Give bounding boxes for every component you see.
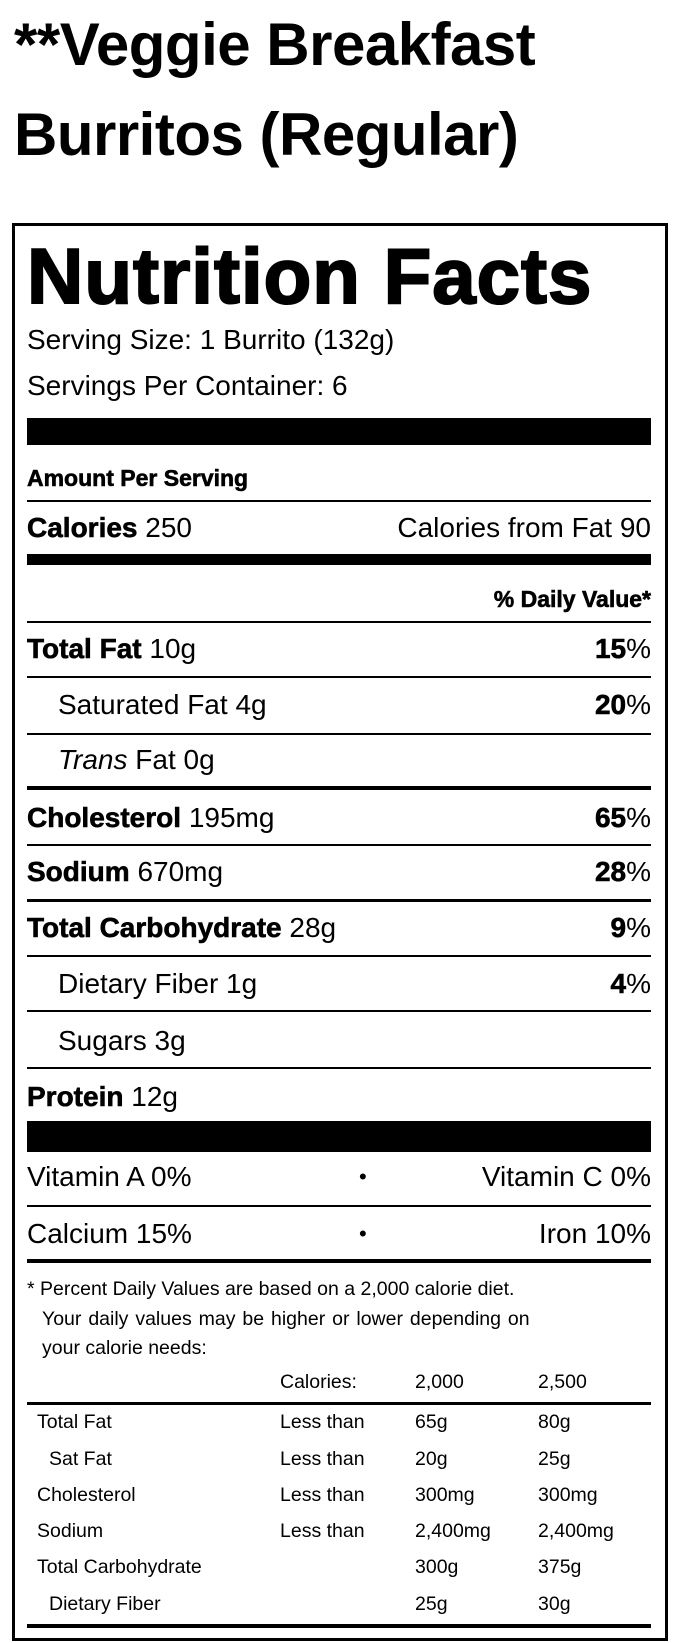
- vitamin-row: Calcium 15% • Iron 10%: [27, 1218, 651, 1249]
- vitamin-row: Vitamin A 0% • Vitamin C 0%: [27, 1161, 651, 1192]
- divider: [27, 676, 651, 678]
- divider: [27, 1205, 651, 1207]
- medium-divider: [27, 554, 651, 565]
- nutrient-daily-value: 9%: [610, 912, 651, 943]
- dv-table-cell: 25g: [415, 1593, 448, 1615]
- nutrient-amount: 4g: [235, 689, 267, 720]
- nutrient-row: Trans Fat 0g: [58, 746, 651, 774]
- thick-divider: [27, 1121, 651, 1152]
- dv-table-cell: Total Fat: [37, 1411, 112, 1433]
- nutrient-daily-value: 20%: [594, 689, 651, 720]
- nutrient-name: Sugars: [58, 1025, 147, 1056]
- nutrient-name: Saturated Fat: [58, 689, 228, 720]
- divider: [27, 844, 651, 846]
- nutrient-amount: 195mg: [188, 802, 275, 833]
- nutrient-row: Sodium 670mg 28%: [27, 856, 651, 887]
- dv-table-cell: Cholesterol: [37, 1484, 136, 1506]
- nutrition-label-frame: [12, 223, 668, 1641]
- dv-table-cell: Less than: [280, 1448, 365, 1470]
- dv-table-cell: 300mg: [415, 1484, 475, 1506]
- divider: [27, 1067, 651, 1069]
- nutrient-daily-value: 4%: [610, 968, 651, 999]
- dv-table-cell: Less than: [280, 1520, 365, 1542]
- footnote-line: Your daily values may be higher or lower…: [42, 1308, 530, 1330]
- nutrition-facts-heading: Nutrition Facts: [26, 232, 593, 320]
- dv-table-cell: 30g: [538, 1593, 571, 1615]
- nutrient-name: Sodium: [27, 856, 130, 887]
- nutrient-row: Protein 12g: [27, 1081, 651, 1112]
- amount-per-serving: Amount Per Serving: [27, 465, 249, 492]
- dv-table-cell: 2,500: [538, 1371, 587, 1393]
- dv-table-cell: 65g: [415, 1411, 448, 1433]
- nutrient-amount: 3g: [154, 1025, 186, 1056]
- daily-value-header: % Daily Value*: [493, 586, 651, 613]
- nutrient-row: Cholesterol 195mg 65%: [27, 802, 651, 833]
- calories-from-fat: Calories from Fat 90: [397, 512, 651, 543]
- nutrient-amount: 1g: [226, 968, 258, 999]
- dv-table-cell: 2,000: [415, 1371, 464, 1393]
- divider: [27, 1624, 651, 1628]
- servings-per-container: Servings Per Container: 6: [27, 370, 348, 401]
- dv-table-cell: Less than: [280, 1484, 365, 1506]
- dv-table-cell: Sodium: [37, 1520, 104, 1542]
- dv-table-cell: 375g: [538, 1556, 582, 1578]
- nutrient-name-italic: Trans: [58, 744, 128, 775]
- nutrient-name: Dietary Fiber: [58, 968, 219, 999]
- nutrient-row: Saturated Fat 4g 20%: [58, 689, 651, 720]
- calories-row: Calories 250 Calories from Fat 90: [27, 512, 651, 543]
- nutrient-name: Total Carbohydrate: [27, 912, 282, 943]
- dv-table-cell: 25g: [538, 1448, 571, 1470]
- dv-table-cell: 300g: [415, 1556, 459, 1578]
- divider: [27, 1010, 651, 1012]
- dv-table-cell: 2,400mg: [415, 1520, 491, 1542]
- nutrient-amount: 670mg: [137, 856, 224, 887]
- nutrient-daily-value: 15%: [594, 633, 651, 664]
- nutrient-name: Cholesterol: [27, 802, 182, 833]
- nutrient-daily-value: 65%: [594, 802, 651, 833]
- dv-table-cell: Total Carbohydrate: [37, 1556, 202, 1578]
- nutrient-daily-value: 28%: [594, 856, 651, 887]
- nutrient-row: Total Carbohydrate 28g 9%: [27, 912, 651, 943]
- dv-table-cell: Less than: [280, 1411, 365, 1433]
- nutrient-amount: 12g: [131, 1081, 178, 1112]
- divider: [27, 955, 651, 957]
- nutrient-amount: 10g: [149, 633, 197, 664]
- divider: [27, 1402, 651, 1405]
- footnote-line: * Percent Daily Values are based on a 2,…: [27, 1278, 515, 1300]
- nutrient-row: Dietary Fiber 1g 4%: [58, 968, 651, 999]
- dv-table-cell: 300mg: [538, 1484, 598, 1506]
- dv-table-cell: 80g: [538, 1411, 571, 1433]
- nutrient-amount: 28g: [289, 912, 337, 943]
- nutrient-row: Sugars 3g: [58, 1027, 651, 1055]
- dv-table-cell: Dietary Fiber: [49, 1593, 161, 1615]
- bullet-separator: •: [359, 1164, 367, 1189]
- divider: [27, 500, 651, 502]
- nutrient-name: Protein: [27, 1081, 124, 1112]
- nutrient-row: Total Fat 10g 15%: [27, 633, 651, 664]
- dv-table-cell: 20g: [415, 1448, 448, 1470]
- dv-table-cell: 2,400mg: [538, 1520, 614, 1542]
- nutrient-name: Total Fat: [27, 633, 142, 664]
- nutrient-name: Fat: [135, 744, 176, 775]
- divider: [27, 899, 651, 902]
- thick-divider: [27, 418, 651, 445]
- divider: [27, 786, 651, 790]
- dv-table-cell: Calories:: [280, 1371, 357, 1393]
- divider: [27, 733, 651, 735]
- divider: [27, 1259, 651, 1263]
- footnote-line: your calorie needs:: [42, 1337, 207, 1359]
- recipe-title: **Veggie Breakfast Burritos (Regular): [14, 11, 536, 168]
- nutrient-amount: 0g: [183, 744, 215, 775]
- dv-table-cell: Sat Fat: [49, 1448, 112, 1470]
- divider: [27, 621, 651, 623]
- serving-size: Serving Size: 1 Burrito (132g): [27, 324, 395, 355]
- bullet-separator: •: [359, 1221, 367, 1246]
